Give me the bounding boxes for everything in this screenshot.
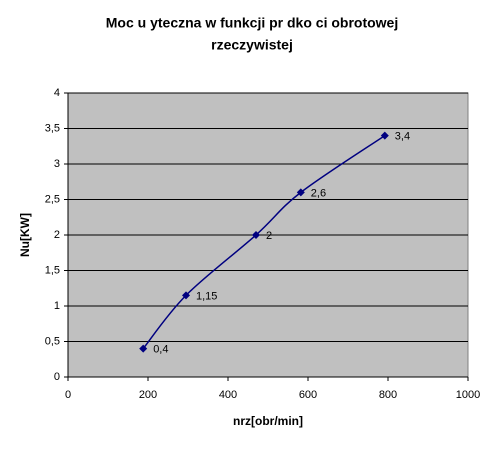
chart-title: rzeczywistej <box>211 37 293 53</box>
data-point <box>380 131 389 140</box>
y-tick-label: 3 <box>54 158 60 170</box>
data-label: 1,15 <box>196 290 217 302</box>
data-point <box>296 188 305 197</box>
y-tick-label: 1 <box>54 300 60 312</box>
x-tick-label: 600 <box>299 389 317 401</box>
x-axis-label: nrz[obr/min] <box>233 414 303 428</box>
y-tick-label: 3,5 <box>45 122 60 134</box>
y-tick-label: 0,5 <box>45 335 60 347</box>
x-tick-label: 0 <box>65 389 71 401</box>
x-tick-label: 1000 <box>456 389 480 401</box>
data-label: 3,4 <box>395 131 410 143</box>
x-tick-label: 800 <box>379 389 397 401</box>
data-point <box>139 344 148 353</box>
data-label: 0,4 <box>153 344 168 356</box>
y-tick-label: 2 <box>54 229 60 241</box>
x-tick-label: 400 <box>219 389 237 401</box>
y-axis-label: Nu[KW] <box>18 213 32 257</box>
data-point <box>252 231 260 239</box>
y-tick-label: 0 <box>54 371 60 383</box>
data-label: 2,6 <box>311 187 326 199</box>
chart-title: Moc u yteczna w funkcji pr dko ci obroto… <box>106 15 398 31</box>
y-tick-label: 2,5 <box>45 193 60 205</box>
y-tick-label: 4 <box>54 87 60 99</box>
x-tick-label: 200 <box>139 389 157 401</box>
data-label: 2 <box>266 230 272 242</box>
y-tick-label: 1,5 <box>45 264 60 276</box>
data-point <box>182 291 190 300</box>
